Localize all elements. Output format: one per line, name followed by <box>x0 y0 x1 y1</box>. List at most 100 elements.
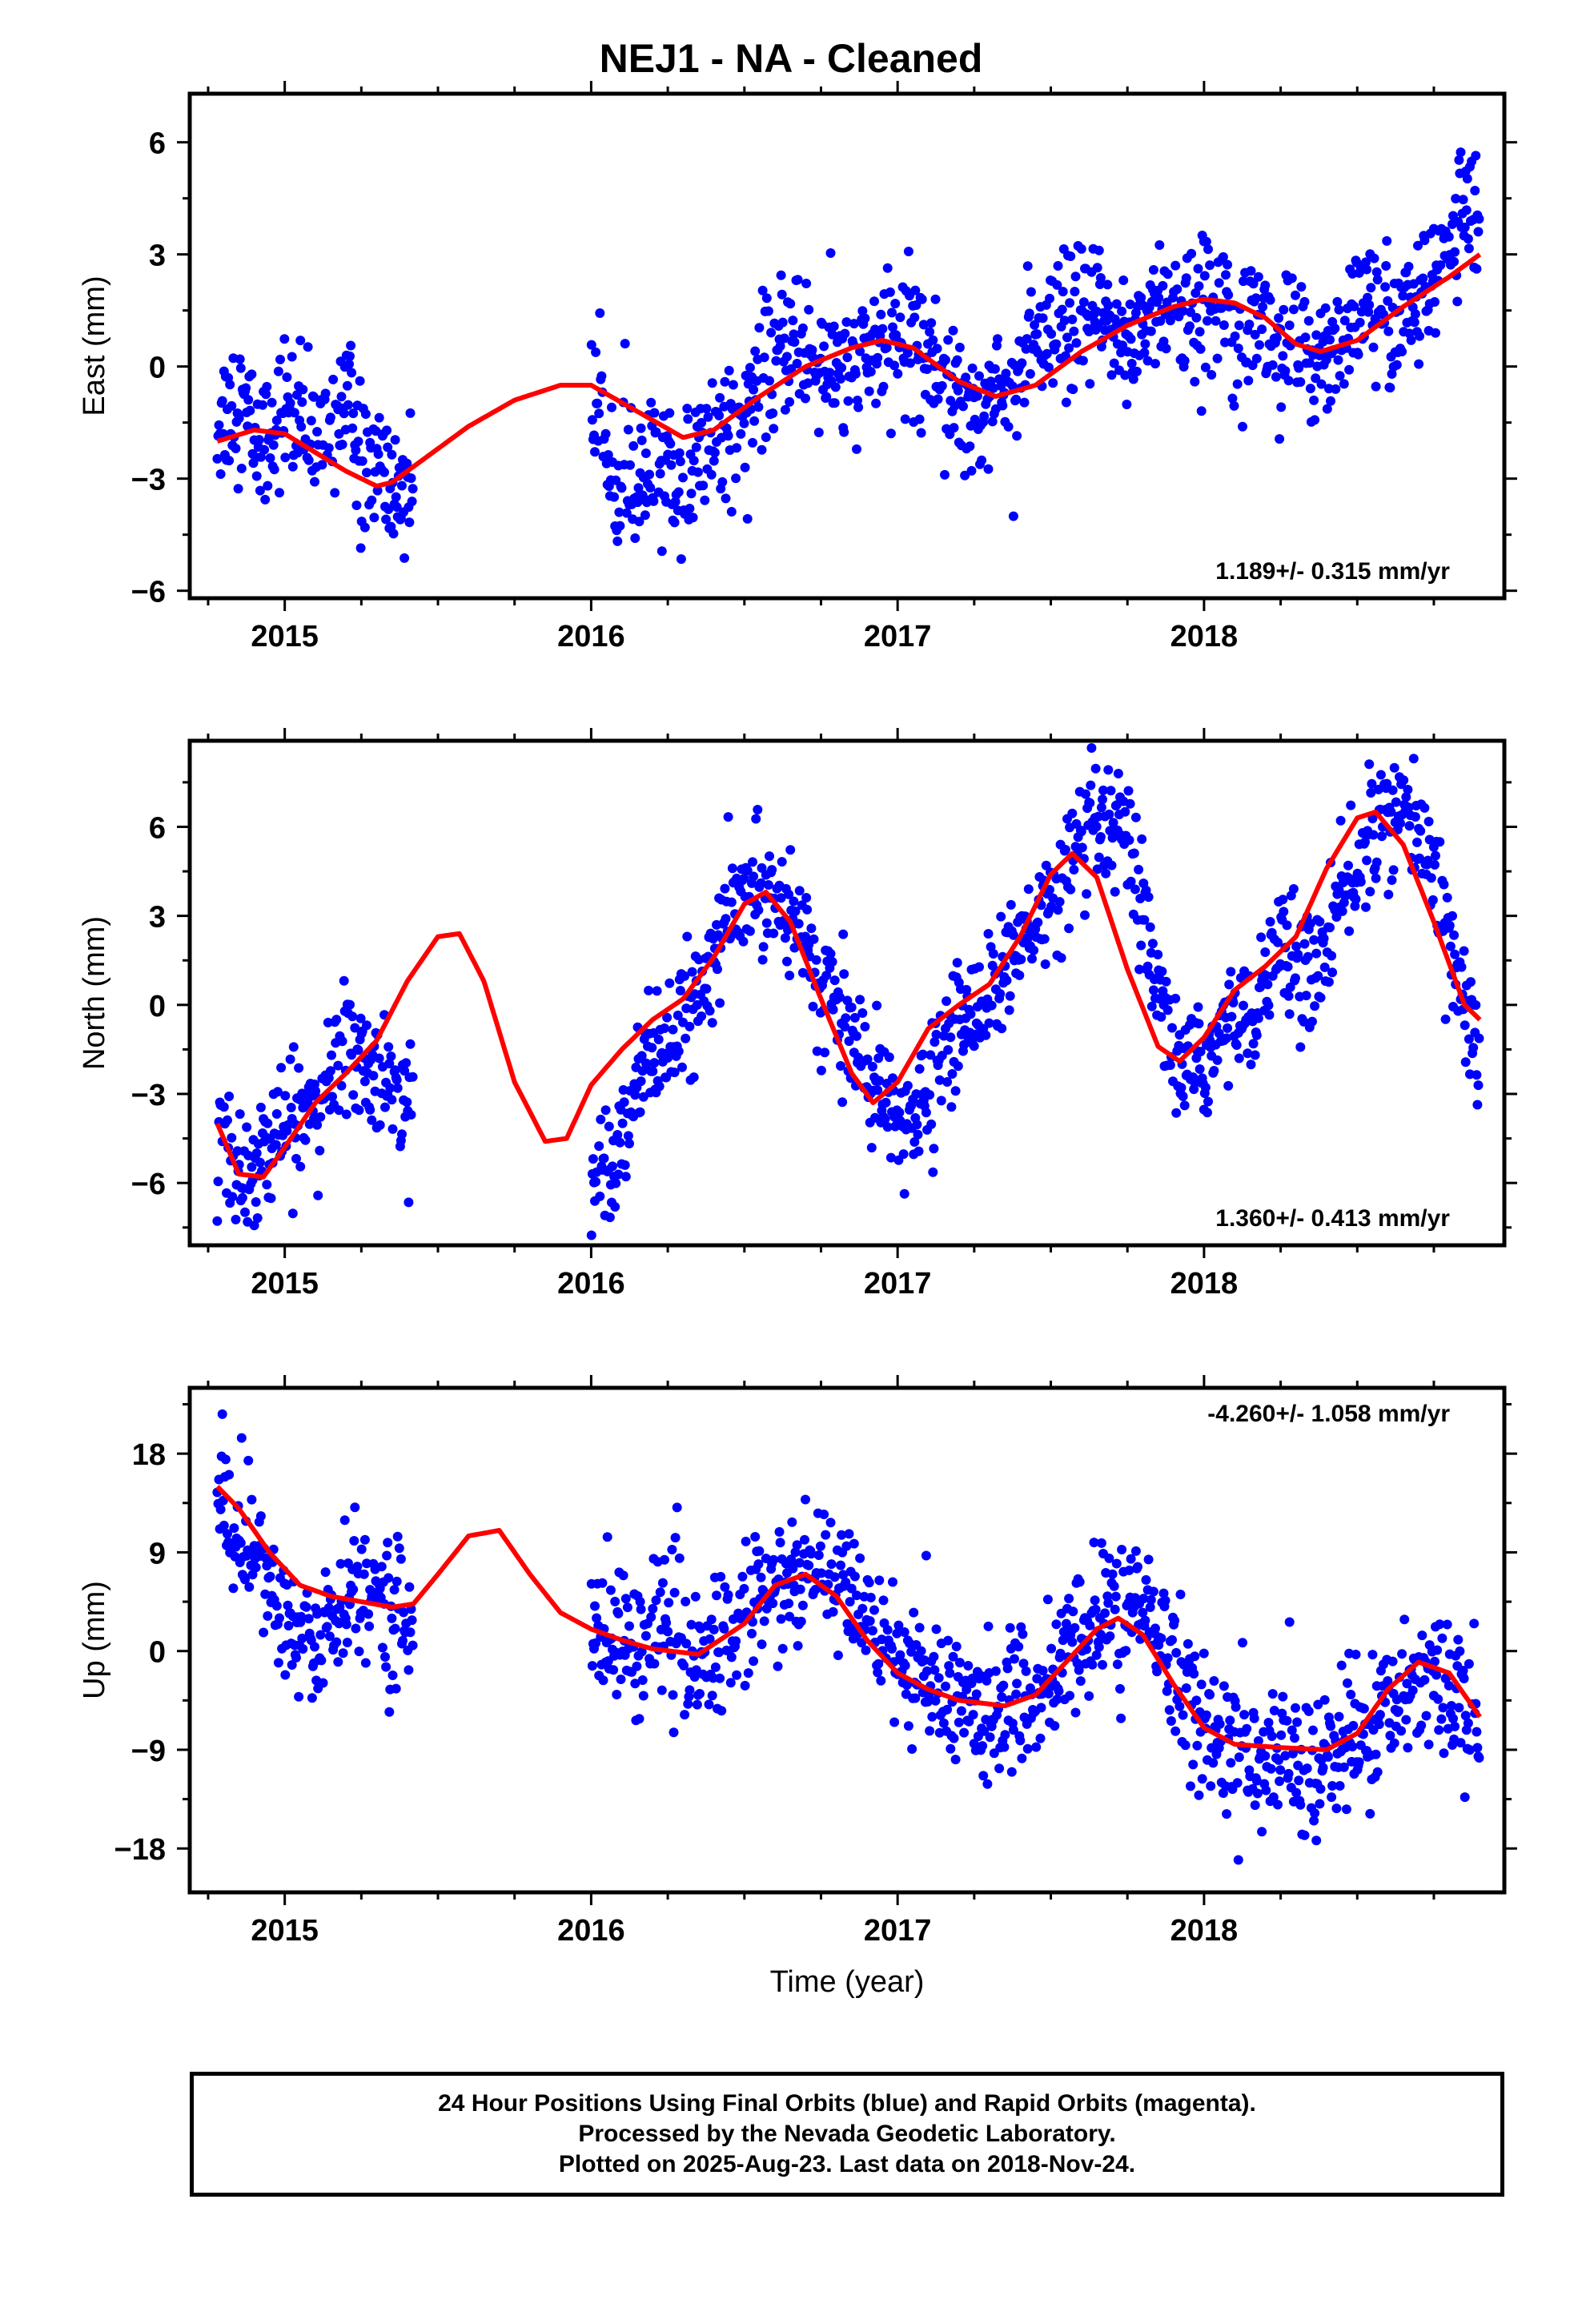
data-point <box>1186 248 1197 259</box>
data-point <box>316 1655 327 1666</box>
data-point <box>339 1515 350 1526</box>
x-tick-label: 2017 <box>864 1914 932 1948</box>
data-point <box>804 1560 814 1570</box>
data-point <box>1255 340 1264 350</box>
data-point <box>1178 1092 1188 1101</box>
data-point <box>266 1193 276 1204</box>
data-point <box>867 1626 877 1636</box>
data-point <box>1442 892 1452 903</box>
data-point <box>623 1131 633 1141</box>
data-point <box>761 918 772 928</box>
data-point <box>660 1554 669 1565</box>
data-point <box>353 436 363 447</box>
footer-caption-box: 24 Hour Positions Using Final Orbits (bl… <box>190 2072 1504 2197</box>
data-point <box>921 1550 931 1561</box>
data-point <box>732 443 742 453</box>
data-point <box>251 1562 261 1573</box>
data-point <box>350 1023 360 1033</box>
data-point <box>648 496 659 506</box>
data-point <box>275 1613 284 1623</box>
data-point <box>384 1059 395 1069</box>
data-point <box>741 1536 751 1546</box>
data-point <box>1371 857 1382 867</box>
data-point <box>1091 1650 1102 1660</box>
data-point <box>1284 1617 1295 1627</box>
data-point <box>997 1692 1007 1703</box>
data-point <box>1399 1614 1410 1625</box>
data-point <box>1025 368 1035 379</box>
data-point <box>1010 1654 1019 1664</box>
data-point <box>862 1054 873 1064</box>
data-point <box>846 1583 857 1594</box>
data-point <box>359 522 370 533</box>
data-point <box>244 1582 255 1592</box>
data-point <box>1311 330 1322 340</box>
data-point <box>801 893 812 903</box>
data-point <box>1282 920 1292 931</box>
data-point <box>673 487 684 497</box>
data-point <box>1054 897 1065 907</box>
data-point <box>757 285 768 296</box>
data-point <box>949 423 959 433</box>
data-point <box>351 445 361 456</box>
data-point <box>1141 1574 1151 1585</box>
data-point <box>1186 1781 1195 1791</box>
data-point <box>784 889 794 899</box>
data-point <box>1074 1665 1084 1675</box>
data-point <box>1435 260 1446 270</box>
data-point <box>784 1598 794 1609</box>
data-point <box>898 1149 909 1160</box>
data-point <box>341 1619 351 1630</box>
data-point <box>597 1578 608 1588</box>
data-point <box>240 1574 250 1585</box>
data-point <box>909 1607 919 1618</box>
data-point <box>792 1540 802 1550</box>
data-point <box>1082 889 1092 899</box>
data-point <box>835 992 845 1003</box>
data-points-group <box>212 147 1484 565</box>
data-point <box>675 456 685 467</box>
data-point <box>899 1188 909 1199</box>
data-point <box>1027 954 1037 964</box>
data-point <box>285 1054 295 1064</box>
data-point <box>635 1107 645 1117</box>
data-point <box>872 1000 882 1011</box>
data-point <box>929 1651 939 1662</box>
data-point <box>1123 786 1134 796</box>
y-tick-label: 0 <box>149 352 166 385</box>
data-point <box>1026 287 1036 297</box>
data-point <box>988 949 998 959</box>
data-point <box>1086 743 1097 753</box>
data-point <box>720 1582 730 1592</box>
data-point <box>1343 1678 1352 1688</box>
data-point <box>336 392 347 402</box>
data-point <box>1397 347 1407 356</box>
data-point <box>675 986 685 995</box>
data-point <box>852 1590 861 1601</box>
data-point <box>1382 235 1392 246</box>
data-point <box>1360 837 1370 847</box>
data-point <box>794 1558 805 1568</box>
data-point <box>1359 1703 1369 1714</box>
data-point <box>1412 837 1422 847</box>
data-point <box>1251 293 1261 304</box>
data-point <box>1085 798 1095 808</box>
data-point <box>1366 788 1376 798</box>
data-point <box>661 1618 672 1628</box>
x-tick-label: 2016 <box>557 1267 625 1301</box>
data-point <box>286 1103 296 1112</box>
data-point <box>1179 356 1190 366</box>
data-point <box>1076 243 1086 254</box>
data-point <box>1051 339 1062 349</box>
data-point <box>754 1546 765 1556</box>
data-point <box>1226 967 1236 977</box>
data-point <box>214 420 224 430</box>
data-point <box>1415 826 1426 836</box>
data-point <box>616 483 627 493</box>
data-point <box>1313 1699 1323 1710</box>
data-point <box>1361 902 1371 912</box>
data-point <box>881 343 892 353</box>
data-point <box>749 416 760 426</box>
data-point <box>954 342 965 352</box>
data-point <box>942 1704 953 1715</box>
